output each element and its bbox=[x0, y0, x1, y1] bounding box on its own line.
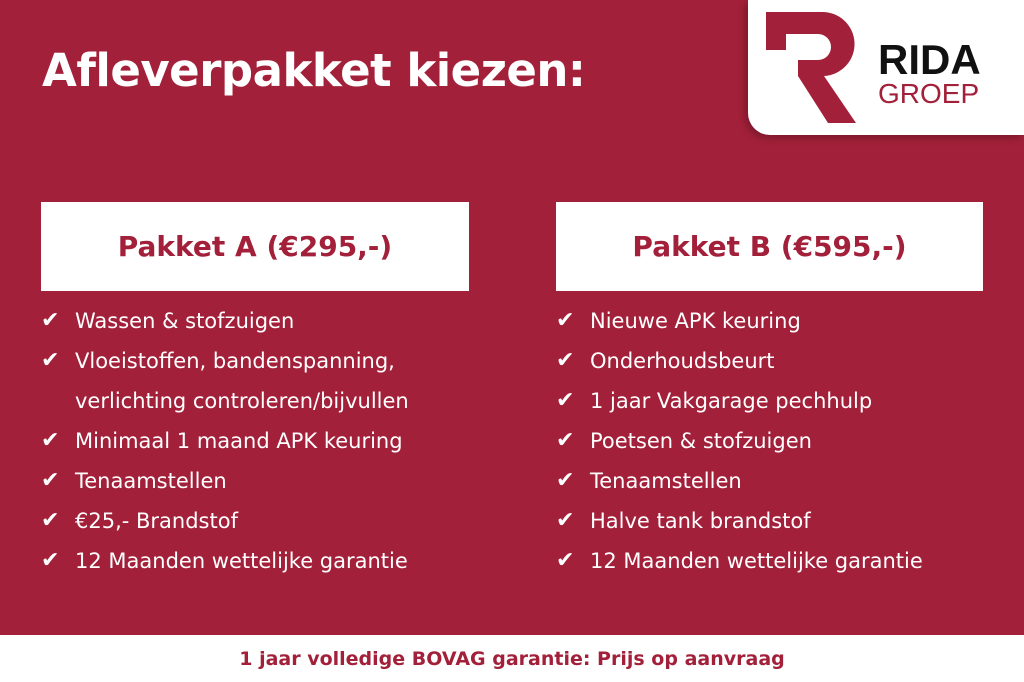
list-item: ✔ Vloeistoffen, bandenspanning, verlichti… bbox=[41, 341, 469, 421]
item-label: 12 Maanden wettelijke garantie bbox=[590, 549, 923, 573]
check-icon: ✔ bbox=[41, 428, 60, 453]
list-item: ✔ Wassen & stofzuigen bbox=[41, 301, 469, 341]
check-icon: ✔ bbox=[556, 388, 575, 413]
check-icon: ✔ bbox=[556, 308, 575, 333]
list-item: ✔ 12 Maanden wettelijke garantie bbox=[41, 541, 469, 581]
check-icon: ✔ bbox=[41, 308, 60, 333]
logo-subtext: GROEP bbox=[878, 78, 980, 109]
check-icon: ✔ bbox=[556, 548, 575, 573]
list-item: ✔ Poetsen & stofzuigen bbox=[556, 421, 983, 461]
logo: RIDA GROEP bbox=[748, 0, 1024, 135]
r-logo-icon bbox=[766, 11, 856, 123]
item-label: Poetsen & stofzuigen bbox=[590, 429, 812, 453]
check-icon: ✔ bbox=[556, 348, 575, 373]
list-item: ✔ Onderhoudsbeurt bbox=[556, 341, 983, 381]
package-a-list: ✔ Wassen & stofzuigen ✔ Vloeistoffen, bande… bbox=[41, 301, 469, 581]
item-label: €25,- Brandstof bbox=[75, 509, 238, 533]
item-label: Onderhoudsbeurt bbox=[590, 349, 775, 373]
item-label: 1 jaar Vakgarage pechhulp bbox=[590, 389, 873, 413]
item-label: Tenaamstellen bbox=[75, 469, 227, 493]
logo-text: RIDA bbox=[878, 36, 981, 83]
check-icon: ✔ bbox=[556, 508, 575, 533]
check-icon: ✔ bbox=[41, 548, 60, 573]
check-icon: ✔ bbox=[556, 468, 575, 493]
package-a: Pakket A (€295,-) ✔ Wassen & stofzuigen ✔ V… bbox=[41, 202, 469, 581]
list-item: ✔ €25,- Brandstof bbox=[41, 501, 469, 541]
item-label: 12 Maanden wettelijke garantie bbox=[75, 549, 408, 573]
package-b-title: Pakket B (€595,-) bbox=[556, 202, 983, 291]
package-b: Pakket B (€595,-) ✔ Nieuwe APK keuring ✔ On… bbox=[556, 202, 983, 581]
list-item: ✔ Nieuwe APK keuring bbox=[556, 301, 983, 341]
list-item: ✔ Minimaal 1 maand APK keuring bbox=[41, 421, 469, 461]
item-label: Wassen & stofzuigen bbox=[75, 309, 295, 333]
check-icon: ✔ bbox=[41, 508, 60, 533]
package-a-title: Pakket A (€295,-) bbox=[41, 202, 469, 291]
check-icon: ✔ bbox=[41, 468, 60, 493]
list-item: ✔ 12 Maanden wettelijke garantie bbox=[556, 541, 983, 581]
item-label: Vloeistoffen, bandenspanning, verlichtin… bbox=[75, 349, 409, 413]
item-label: Minimaal 1 maand APK keuring bbox=[75, 429, 403, 453]
footer-banner: 1 jaar volledige BOVAG garantie: Prijs o… bbox=[0, 635, 1024, 682]
list-item: ✔ 1 jaar Vakgarage pechhulp bbox=[556, 381, 983, 421]
list-item: ✔ Tenaamstellen bbox=[41, 461, 469, 501]
list-item: ✔ Halve tank brandstof bbox=[556, 501, 983, 541]
item-label: Tenaamstellen bbox=[590, 469, 742, 493]
item-label: Nieuwe APK keuring bbox=[590, 309, 801, 333]
check-icon: ✔ bbox=[556, 428, 575, 453]
check-icon: ✔ bbox=[41, 348, 60, 373]
package-b-list: ✔ Nieuwe APK keuring ✔ Onderhoudsbeurt ✔ 1 ja… bbox=[556, 301, 983, 581]
page-title: Afleverpakket kiezen: bbox=[42, 44, 586, 97]
list-item: ✔ Tenaamstellen bbox=[556, 461, 983, 501]
item-label: Halve tank brandstof bbox=[590, 509, 811, 533]
